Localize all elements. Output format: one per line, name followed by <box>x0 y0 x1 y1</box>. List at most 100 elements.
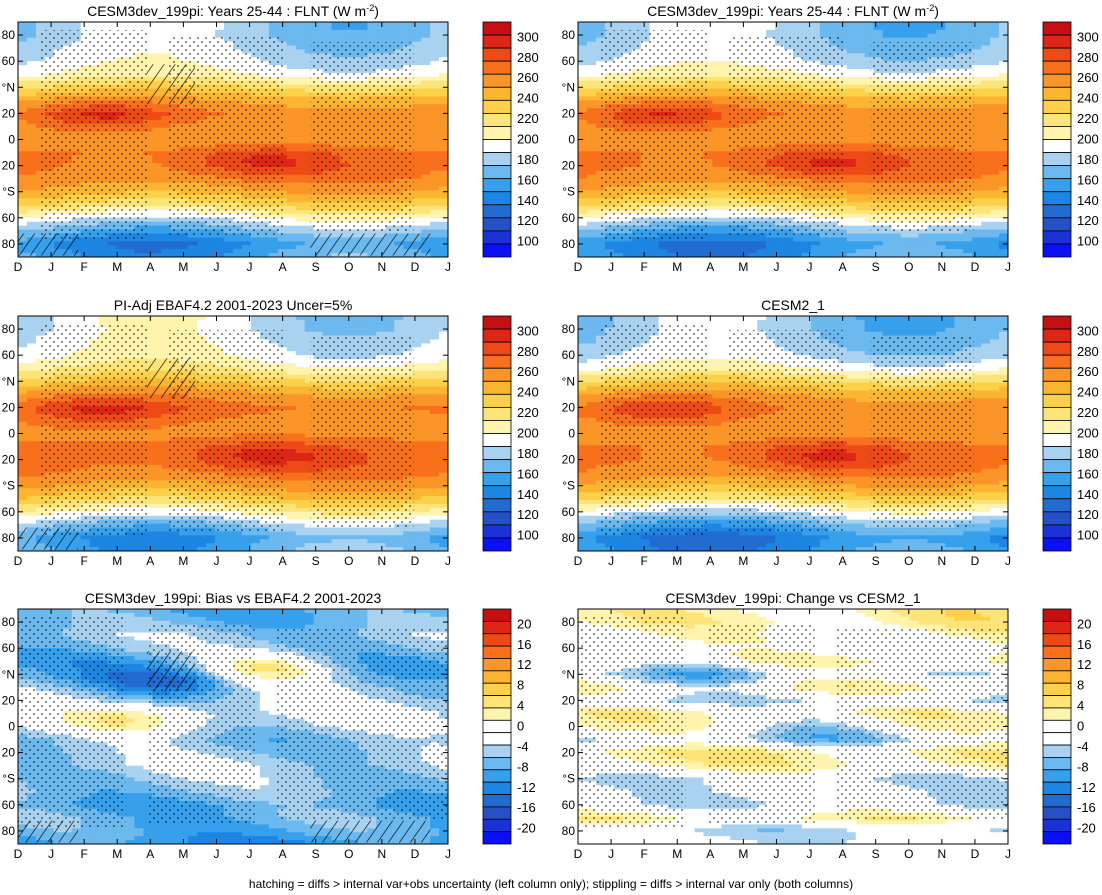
colorbar-swatch <box>1042 818 1072 833</box>
hatch-region <box>147 358 195 399</box>
colorbar-label: 280 <box>517 344 539 359</box>
y-tick-label: 20 <box>2 746 16 760</box>
colorbar-swatch <box>1042 406 1072 421</box>
x-tick-label: A <box>706 260 714 274</box>
y-tick-label: °N <box>562 374 575 388</box>
contour-field <box>578 609 1008 844</box>
colorbar-swatch <box>482 645 512 659</box>
colorbar-label: 4 <box>517 698 524 713</box>
x-tick-label: J <box>608 260 614 274</box>
colorbar-swatch <box>482 217 512 232</box>
colorbar-swatch <box>482 781 512 795</box>
colorbar-swatch <box>1042 831 1072 845</box>
y-tick-label: 60 <box>562 348 576 362</box>
colorbar-swatch <box>482 99 512 114</box>
colorbar-swatch <box>482 459 512 474</box>
colorbar-label: 240 <box>517 385 539 400</box>
colorbar-swatch <box>482 498 512 513</box>
colorbar-label: 160 <box>1077 466 1099 481</box>
x-tick-label: S <box>872 260 880 274</box>
x-tick-label: O <box>344 847 353 861</box>
colorbar-swatch <box>482 511 512 526</box>
x-tick-label: F <box>80 554 87 568</box>
x-tick-label: A <box>706 847 714 861</box>
x-tick-label: M <box>672 847 682 861</box>
y-tick-label: 0 <box>8 133 15 147</box>
colorbar-swatch <box>482 380 512 395</box>
y-tick-label: 0 <box>568 427 575 441</box>
colorbar-mid-right: 300 280 260 240 220 200 180 160 140 120 100 <box>1042 315 1099 552</box>
colorbar-label: 180 <box>1077 152 1099 167</box>
y-tick-label: 20 <box>562 453 576 467</box>
colorbar-label: 120 <box>517 213 539 228</box>
colorbar-swatch <box>1042 380 1072 395</box>
colorbar-label: 280 <box>1077 50 1099 65</box>
colorbar-swatch <box>1042 433 1072 447</box>
colorbar-swatch <box>482 695 512 709</box>
colorbar-swatch <box>482 707 512 721</box>
colorbar-swatch <box>482 524 512 539</box>
x-tick-label: J <box>445 554 451 568</box>
y-tick-label: 20 <box>2 400 16 414</box>
x-tick-label: J <box>213 847 219 861</box>
x-tick-label: N <box>378 554 387 568</box>
colorbar-label: 240 <box>1077 91 1099 106</box>
colorbar-swatch <box>1042 472 1072 487</box>
y-tick-label: 80 <box>2 531 16 545</box>
x-tick-label: M <box>738 554 748 568</box>
colorbar-swatch <box>482 633 512 647</box>
colorbar-swatch <box>1042 328 1072 343</box>
y-tick-label: 60 <box>562 211 576 225</box>
colorbar-swatch <box>1042 511 1072 526</box>
x-tick-label: A <box>279 847 287 861</box>
stipple-region <box>310 42 414 233</box>
stipple-region <box>310 336 414 527</box>
y-tick-label: 60 <box>2 641 16 655</box>
x-tick-label: D <box>411 554 420 568</box>
y-tick-label: 60 <box>2 54 16 68</box>
x-tick-label: J <box>1005 554 1011 568</box>
colorbar-swatch <box>482 152 512 167</box>
colorbar-label: 0 <box>517 719 524 734</box>
colorbar-swatch <box>1042 769 1072 783</box>
colorbar-label: -8 <box>517 759 529 774</box>
colorbar-label: 160 <box>517 466 539 481</box>
panel-title: CESM3dev_199pi: Years 25-44 : FLNT (W m-… <box>647 3 939 19</box>
x-tick-label: S <box>312 847 320 861</box>
x-tick-label: A <box>146 847 154 861</box>
colorbar-swatch <box>482 354 512 369</box>
colorbar-label: -16 <box>517 800 536 815</box>
y-tick-label: 80 <box>2 824 16 838</box>
colorbar-swatch <box>1042 152 1072 167</box>
x-tick-label: J <box>773 847 779 861</box>
x-tick-label: J <box>213 554 219 568</box>
colorbar-swatch <box>1042 420 1072 434</box>
colorbar-label: 180 <box>517 152 539 167</box>
colorbar-swatch <box>1042 537 1072 552</box>
colorbar-label: 8 <box>517 678 524 693</box>
x-tick-label: J <box>48 847 54 861</box>
y-tick-label: 80 <box>2 28 16 42</box>
x-tick-label: M <box>178 847 188 861</box>
colorbar-swatch <box>1042 230 1072 245</box>
x-tick-label: S <box>312 554 320 568</box>
colorbar-label: 100 <box>517 234 539 249</box>
colorbar-label: 160 <box>517 172 539 187</box>
x-tick-label: J <box>773 554 779 568</box>
x-tick-label: M <box>178 260 188 274</box>
y-tick-label: °N <box>2 80 15 94</box>
hatch-region <box>18 527 78 550</box>
colorbar-mid-left: 300 280 260 240 220 200 180 160 140 120 100 <box>482 315 539 552</box>
colorbar-swatch <box>1042 695 1072 709</box>
y-tick-label: 20 <box>562 106 576 120</box>
y-tick-label: °S <box>562 185 575 199</box>
x-tick-label: S <box>312 260 320 274</box>
colorbar-label: 260 <box>1077 70 1099 85</box>
colorbar-swatch <box>482 406 512 421</box>
stipple-region <box>599 324 707 535</box>
colorbar-swatch <box>1042 620 1072 635</box>
x-tick-label: J <box>807 260 813 274</box>
colorbar-swatch <box>482 367 512 382</box>
y-tick-label: 0 <box>568 133 575 147</box>
